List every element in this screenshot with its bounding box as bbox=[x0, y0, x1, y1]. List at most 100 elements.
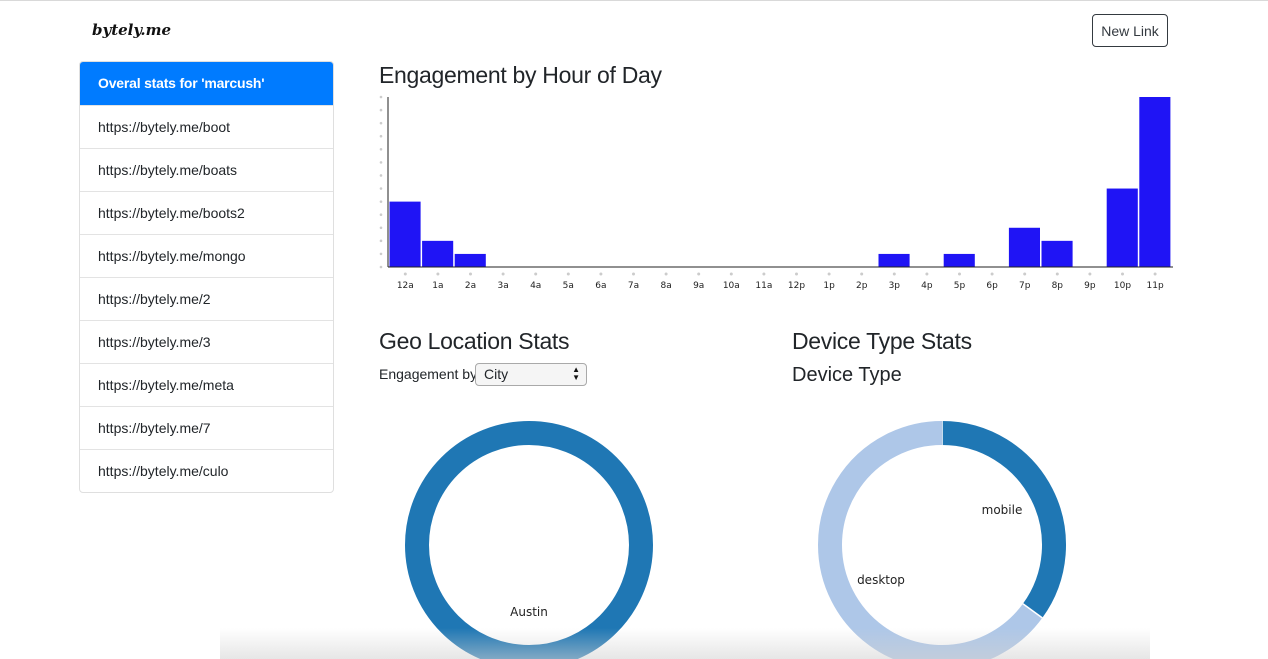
engagement-by-label: Engagement by bbox=[379, 366, 478, 382]
x-tick-label: 11a bbox=[755, 281, 772, 291]
x-tick-mark bbox=[925, 272, 929, 276]
x-tick-label: 1p bbox=[823, 281, 835, 291]
bar-12a[interactable] bbox=[389, 201, 421, 267]
geo-donut-chart: Austin bbox=[405, 421, 653, 659]
bar-8p[interactable] bbox=[1041, 240, 1073, 267]
y-tick-mark bbox=[379, 265, 383, 269]
y-tick-mark bbox=[379, 174, 383, 177]
x-tick-mark bbox=[599, 272, 603, 276]
bar-5p[interactable] bbox=[943, 253, 975, 267]
donut-label-desktop: desktop bbox=[857, 573, 905, 587]
sidebar-item-link[interactable]: https://bytely.me/boats bbox=[80, 148, 333, 191]
x-tick-mark bbox=[1055, 272, 1059, 276]
bar-1a[interactable] bbox=[422, 240, 454, 267]
sidebar-item-link[interactable]: https://bytely.me/culo bbox=[80, 449, 333, 492]
x-tick-label: 7a bbox=[628, 281, 639, 291]
x-tick-label: 2p bbox=[856, 281, 868, 291]
x-tick-label: 4a bbox=[530, 281, 541, 291]
y-tick-mark bbox=[379, 200, 383, 203]
bar-7p[interactable] bbox=[1008, 227, 1040, 267]
x-tick-mark bbox=[1023, 272, 1027, 276]
x-tick-mark bbox=[501, 272, 505, 276]
x-tick-mark bbox=[827, 272, 831, 276]
engagement-bar-chart: 12a 1a 2a 3a 4a 5a 6a 7a 8a 9a 10a 11a 12p 1p 2p 3p 4p 5p… bbox=[379, 95, 1173, 291]
x-tick-mark bbox=[534, 272, 538, 276]
bar-11p[interactable] bbox=[1139, 97, 1171, 267]
sidebar-item-link[interactable]: https://bytely.me/meta bbox=[80, 363, 333, 406]
x-tick-label: 12p bbox=[788, 281, 805, 291]
x-tick-mark bbox=[469, 272, 472, 276]
x-tick-mark bbox=[958, 272, 961, 276]
sidebar-item-overall-stats[interactable]: Overal stats for 'marcush' bbox=[80, 62, 333, 105]
x-tick-mark bbox=[762, 272, 766, 276]
x-tick-mark bbox=[566, 272, 570, 276]
x-tick-mark bbox=[664, 272, 668, 276]
x-tick-mark bbox=[1088, 272, 1092, 276]
x-tick-label: 6p bbox=[986, 281, 998, 291]
bar-3p[interactable] bbox=[878, 253, 910, 267]
sidebar-item-link[interactable]: https://bytely.me/3 bbox=[80, 320, 333, 363]
sidebar-item-link[interactable]: https://bytely.me/7 bbox=[80, 406, 333, 449]
x-tick-label: 10a bbox=[723, 281, 740, 291]
y-tick-mark bbox=[379, 121, 383, 125]
device-type-subtitle: Device Type bbox=[792, 364, 902, 386]
sidebar-item-link[interactable]: https://bytely.me/boot bbox=[80, 105, 333, 148]
donut-label-Austin: Austin bbox=[510, 605, 548, 619]
x-tick-mark bbox=[697, 272, 701, 276]
sidebar-item-link[interactable]: https://bytely.me/boots2 bbox=[80, 191, 333, 234]
engagement-by-select[interactable]: City ▲ ▼ bbox=[475, 363, 587, 386]
x-tick-mark bbox=[632, 272, 635, 276]
y-tick-mark bbox=[379, 252, 383, 256]
bar-2a[interactable] bbox=[454, 253, 486, 267]
x-tick-label: 8p bbox=[1052, 281, 1064, 291]
x-tick-label: 3a bbox=[497, 281, 508, 291]
x-tick-label: 8a bbox=[660, 281, 671, 291]
x-tick-mark bbox=[795, 272, 798, 276]
select-arrows-icon: ▲ ▼ bbox=[572, 365, 580, 382]
bar-10p[interactable] bbox=[1106, 188, 1138, 267]
device-title: Device Type Stats bbox=[792, 328, 972, 354]
x-tick-label: 5a bbox=[563, 281, 574, 291]
y-tick-mark bbox=[379, 187, 383, 190]
x-tick-label: 11p bbox=[1147, 281, 1164, 291]
x-tick-label: 1a bbox=[432, 281, 443, 291]
y-tick-mark bbox=[379, 213, 383, 216]
donut-slice-Austin[interactable] bbox=[405, 421, 653, 659]
x-tick-label: 12a bbox=[397, 281, 414, 291]
sidebar-item-link[interactable]: https://bytely.me/2 bbox=[80, 277, 333, 320]
x-tick-mark bbox=[1121, 272, 1124, 276]
x-tick-mark bbox=[1153, 272, 1157, 276]
donut-slice-mobile[interactable] bbox=[941, 421, 1066, 618]
x-tick-label: 7p bbox=[1019, 281, 1031, 291]
x-tick-label: 2a bbox=[465, 281, 476, 291]
x-tick-mark bbox=[436, 272, 440, 276]
x-tick-label: 3p bbox=[889, 281, 901, 291]
y-tick-mark bbox=[379, 95, 383, 99]
sidebar-item-link[interactable]: https://bytely.me/mongo bbox=[80, 234, 333, 277]
donut-label-mobile: mobile bbox=[982, 503, 1023, 517]
top-border bbox=[0, 0, 1268, 1]
x-tick-label: 5p bbox=[954, 281, 966, 291]
brand-logo[interactable]: bytely.me bbox=[92, 21, 172, 39]
x-tick-mark bbox=[990, 272, 994, 276]
x-tick-mark bbox=[860, 272, 864, 276]
new-link-button[interactable]: New Link bbox=[1092, 14, 1168, 47]
x-tick-label: 9a bbox=[693, 281, 704, 291]
geo-title: Geo Location Stats bbox=[379, 328, 570, 354]
y-tick-mark bbox=[379, 134, 383, 138]
y-tick-mark bbox=[379, 148, 383, 151]
y-tick-mark bbox=[379, 226, 383, 230]
x-tick-label: 9p bbox=[1084, 281, 1096, 291]
x-tick-mark bbox=[892, 272, 896, 276]
x-tick-mark bbox=[729, 272, 733, 276]
x-tick-label: 10p bbox=[1114, 281, 1131, 291]
donut-slice-desktop[interactable] bbox=[818, 421, 1043, 659]
sidebar-link-list: Overal stats for 'marcush' https://bytely… bbox=[79, 61, 334, 493]
x-tick-label: 4p bbox=[921, 281, 933, 291]
y-tick-mark bbox=[379, 108, 383, 112]
device-donut-chart: mobile desktop bbox=[818, 421, 1066, 659]
y-tick-mark bbox=[379, 239, 383, 243]
slice-separator bbox=[1022, 603, 1043, 619]
engagement-by-selected: City bbox=[484, 366, 509, 382]
x-tick-mark bbox=[403, 272, 407, 276]
